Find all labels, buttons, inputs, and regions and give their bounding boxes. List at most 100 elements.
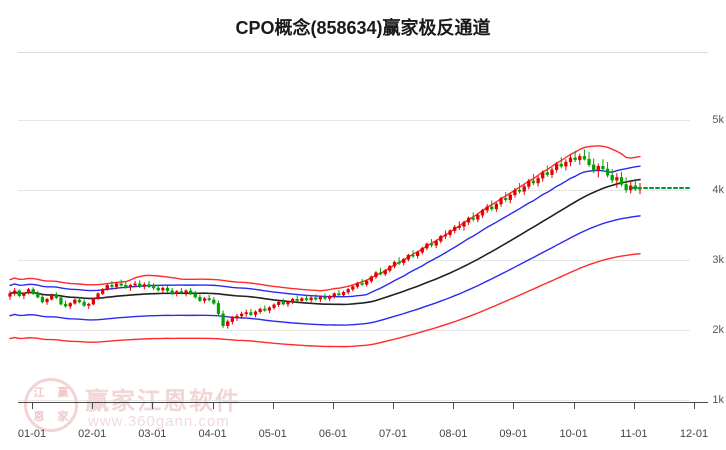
seal-char-3: 恩: [33, 410, 45, 423]
y-axis-tick-label: 4k: [712, 184, 724, 196]
candle-body: [610, 175, 614, 181]
candle-body: [295, 299, 299, 301]
candle-body: [300, 298, 304, 301]
x-axis-tick-label: 10-01: [559, 428, 588, 440]
candle-body: [360, 282, 364, 285]
candle-body: [45, 299, 49, 303]
candle-body: [156, 287, 160, 291]
candle-body: [124, 285, 128, 288]
candle-body: [545, 172, 549, 175]
y-axis-tick-label: 3k: [712, 254, 724, 266]
candle-body: [476, 214, 480, 220]
x-axis-tick-label: 09-01: [499, 428, 528, 440]
candle-body: [559, 163, 563, 167]
candle-body: [531, 180, 536, 184]
candle-body: [226, 321, 230, 327]
candle-body: [448, 230, 452, 236]
candle-body: [522, 186, 526, 192]
page-title: CPO概念(858634)赢家极反通道: [235, 18, 491, 38]
candle-body: [249, 312, 253, 315]
candle-body: [499, 198, 503, 205]
candle-body: [527, 180, 531, 187]
x-axis-tick-label: 06-01: [318, 428, 347, 440]
candle-body: [290, 299, 295, 303]
gridline-1k: [18, 400, 690, 401]
candle-body: [96, 293, 100, 299]
candle-body: [114, 283, 119, 287]
candle-body: [193, 293, 197, 298]
candle-body: [471, 217, 475, 220]
x-axis-tick-label: 11-01: [620, 428, 648, 440]
y-axis-tick-label: 1k: [712, 394, 724, 406]
channel-upper-red-rail: [9, 145, 641, 292]
candle-body: [318, 296, 322, 300]
candle-body: [309, 297, 313, 301]
candle-body: [244, 312, 248, 315]
candle-body: [619, 177, 624, 185]
candle-body: [466, 217, 471, 223]
x-axis-tick-label: 02-01: [78, 428, 107, 440]
channel-lower-blue-rail: [9, 215, 641, 326]
candle-body: [184, 290, 188, 294]
candle-body: [485, 206, 489, 211]
candle-body: [513, 189, 517, 196]
candle-body: [277, 301, 281, 305]
candle-body: [286, 301, 290, 305]
candle-body: [554, 163, 559, 170]
candle-body: [601, 165, 605, 170]
x-axis-line: [18, 402, 708, 403]
candle-body: [397, 261, 401, 264]
candle-body: [365, 280, 369, 285]
candle-body: [31, 289, 35, 294]
candle-body: [22, 292, 26, 296]
candle-body: [392, 261, 397, 267]
watermark-url: www.360gann.com: [88, 413, 230, 430]
x-axis-tick: [694, 403, 695, 409]
candle-body: [615, 177, 619, 181]
candle-body: [142, 284, 146, 287]
candle-body: [212, 299, 216, 304]
gridline-3k: [18, 260, 690, 261]
candle-body: [147, 284, 151, 287]
channel-middle-ma-line: [9, 178, 641, 306]
candle-body: [592, 164, 596, 171]
y-axis-tick-label: 2k: [712, 324, 724, 336]
candle-body: [230, 317, 234, 322]
candle-body: [161, 287, 165, 291]
candle-body: [73, 299, 77, 304]
candle-body: [624, 184, 628, 191]
candle-body: [235, 315, 239, 319]
x-axis-tick-label: 08-01: [439, 428, 468, 440]
candle-body: [508, 194, 512, 200]
candle-body: [281, 301, 285, 305]
candle-body: [138, 283, 142, 287]
candle-body: [578, 156, 582, 161]
candle-body: [110, 285, 114, 287]
x-axis-tick: [393, 403, 395, 409]
gridline-5k: [18, 120, 690, 121]
x-axis-tick: [32, 403, 33, 409]
x-axis-tick: [212, 403, 214, 409]
channel-lower-red-rail: [9, 252, 641, 348]
candle-body: [378, 272, 383, 275]
candle-body: [198, 296, 202, 301]
gridline-2k: [18, 330, 690, 331]
seal-char-4: 家: [57, 410, 69, 423]
candle-body: [388, 266, 392, 271]
candle-body: [328, 296, 332, 299]
candle-body: [165, 287, 170, 291]
candle-body: [453, 226, 457, 231]
candle-body: [101, 289, 105, 294]
candle-body: [439, 235, 443, 242]
candle-body: [189, 290, 193, 294]
x-axis-tick-label: 07-01: [379, 428, 408, 440]
candle-body: [374, 272, 378, 278]
candle-body: [564, 161, 568, 167]
candle-body: [221, 313, 225, 326]
candle-body: [434, 240, 438, 246]
candle-body: [239, 313, 244, 317]
brand-seal-icon: 江 赢 恩 家: [24, 378, 78, 432]
candle-body: [536, 177, 540, 184]
candle-body: [54, 294, 58, 298]
